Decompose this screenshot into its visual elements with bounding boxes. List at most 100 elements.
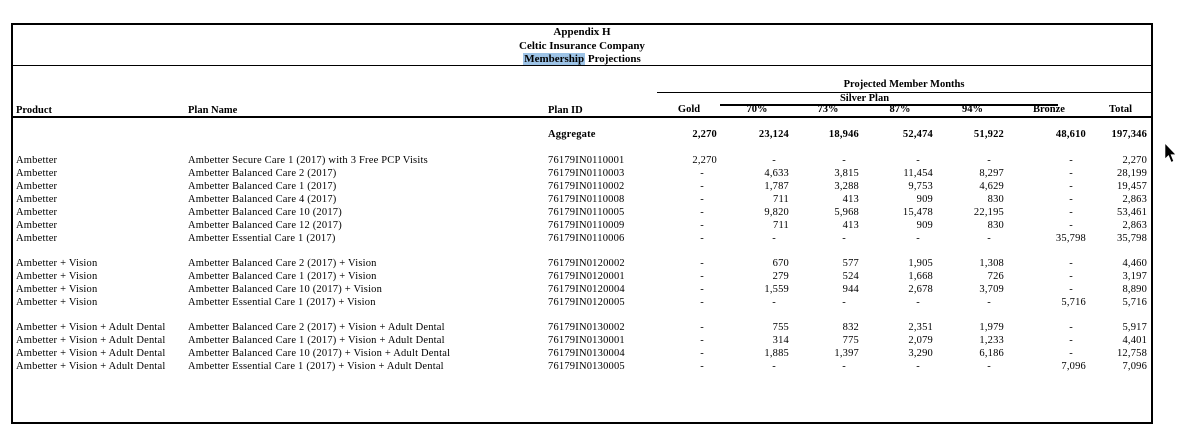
product-cell: Ambetter + Vision	[16, 271, 98, 282]
silver-70-cell: 314	[772, 335, 789, 346]
silver-70-cell: 4,633	[764, 168, 789, 179]
silver-94-cell: 4,629	[979, 181, 1004, 192]
silver-73-cell: -	[842, 297, 846, 308]
silver-73-cell: 413	[842, 220, 859, 231]
plan-rows-section: Ambetter Ambetter Secure Care 1 (2017) wi…	[13, 154, 1151, 373]
col-header-silver-70: 70%	[721, 104, 793, 118]
silver-73-cell: -	[842, 361, 846, 372]
silver-73-cell: 3,288	[834, 181, 859, 192]
gold-cell: -	[700, 181, 704, 192]
membership-projections-sheet: Appendix H Celtic Insurance Company Memb…	[11, 23, 1153, 424]
silver-87-cell: 909	[916, 220, 933, 231]
silver-70-cell: 1,559	[764, 284, 789, 295]
silver-87-cell: -	[916, 361, 920, 372]
plan-id-cell: 76179IN0130005	[548, 361, 625, 372]
aggregate-silver-94: 51,922	[973, 129, 1004, 140]
total-cell: 5,917	[1122, 322, 1148, 333]
col-header-total: Total	[1090, 104, 1152, 118]
col-header-silver-94: 94%	[937, 104, 1008, 118]
table-row: Ambetter + Vision + Adult Dental Ambetter…	[13, 321, 1151, 334]
aggregate-empty	[13, 128, 185, 142]
bronze-cell: -	[1069, 168, 1073, 179]
plan-name-cell: Ambetter Essential Care 1 (2017) + Visio…	[188, 361, 444, 372]
silver-73-cell: 1,397	[834, 348, 859, 359]
total-cell: 12,758	[1116, 348, 1148, 359]
bronze-cell: 7,096	[1061, 361, 1086, 372]
silver-plan-header: Silver Plan	[839, 93, 890, 104]
col-header-bronze: Bronze	[1008, 104, 1090, 118]
aggregate-bronze: 48,610	[1055, 129, 1086, 140]
aggregate-row: Aggregate 2,270 23,124 18,946 52,474 51,…	[13, 128, 1151, 142]
gold-cell: 2,270	[692, 155, 717, 166]
product-cell: Ambetter	[16, 155, 58, 166]
silver-94-cell: 22,195	[973, 207, 1004, 218]
projections-table: Product Plan Name Plan ID Projected Memb…	[13, 66, 1152, 373]
gold-cell: -	[700, 220, 704, 231]
silver-plan-underline	[720, 104, 1058, 106]
silver-94-cell: -	[987, 233, 991, 244]
table-row: Ambetter + Vision Ambetter Essential Care…	[13, 296, 1151, 309]
table-row: Ambetter + Vision Ambetter Balanced Care …	[13, 257, 1151, 270]
table-row: Ambetter Ambetter Balanced Care 4 (2017) 7…	[13, 193, 1151, 206]
silver-70-cell: 670	[772, 258, 789, 269]
spacer-row	[13, 117, 1151, 128]
silver-73-cell: 524	[842, 271, 859, 282]
plan-name-cell: Ambetter Balanced Care 10 (2017)	[188, 207, 342, 218]
silver-70-cell: 1,885	[764, 348, 789, 359]
product-cell: Ambetter + Vision + Adult Dental	[16, 335, 166, 346]
plan-id-cell: 76179IN0110005	[548, 207, 625, 218]
plan-id-cell: 76179IN0110009	[548, 220, 625, 231]
table-row: Ambetter Ambetter Secure Care 1 (2017) wi…	[13, 154, 1151, 167]
gold-cell: -	[700, 361, 704, 372]
title-block: Appendix H Celtic Insurance Company Memb…	[13, 25, 1151, 66]
report-subtitle-rest: Projections	[585, 53, 641, 65]
silver-70-cell: -	[772, 155, 776, 166]
silver-87-cell: 1,905	[908, 258, 933, 269]
total-cell: 19,457	[1116, 181, 1148, 192]
silver-94-cell: 1,979	[979, 322, 1004, 333]
plan-id-cell: 76179IN0130001	[548, 335, 625, 346]
group-gap-row	[13, 309, 1151, 321]
bronze-cell: -	[1069, 155, 1073, 166]
silver-73-cell: -	[842, 155, 846, 166]
silver-87-cell: -	[916, 297, 920, 308]
silver-73-cell: 3,815	[834, 168, 859, 179]
spacer-row	[13, 142, 1151, 154]
silver-94-cell: -	[987, 361, 991, 372]
plan-id-cell: 76179IN0130004	[548, 348, 625, 359]
plan-name-cell: Ambetter Balanced Care 12 (2017)	[188, 220, 342, 231]
company-title: Celtic Insurance Company	[519, 39, 645, 52]
total-cell: 2,863	[1122, 220, 1148, 231]
silver-73-cell: 944	[842, 284, 859, 295]
aggregate-silver-70: 23,124	[758, 129, 789, 140]
silver-94-cell: 1,308	[979, 258, 1004, 269]
group-gap-row	[13, 245, 1151, 257]
product-cell: Ambetter + Vision	[16, 297, 98, 308]
gold-cell: -	[700, 348, 704, 359]
bronze-cell: -	[1069, 194, 1073, 205]
plan-id-cell: 76179IN0110006	[548, 233, 625, 244]
col-header-gold: Gold	[657, 104, 721, 118]
plan-id-cell: 76179IN0110003	[548, 168, 625, 179]
gold-cell: -	[700, 258, 704, 269]
silver-70-cell: -	[772, 361, 776, 372]
total-cell: 3,197	[1122, 271, 1148, 282]
plan-name-cell: Ambetter Balanced Care 1 (2017)	[188, 181, 337, 192]
silver-94-cell: 6,186	[979, 348, 1004, 359]
silver-70-cell: 9,820	[764, 207, 789, 218]
silver-94-cell: 8,297	[979, 168, 1004, 179]
plan-id-cell: 76179IN0130002	[548, 322, 625, 333]
header-row-columns: Gold 70% 73% 87% 94% Bronze Total	[13, 104, 1152, 118]
silver-87-cell: 15,478	[902, 207, 933, 218]
product-cell: Ambetter + Vision + Adult Dental	[16, 348, 166, 359]
plan-name-cell: Ambetter Essential Care 1 (2017)	[188, 233, 336, 244]
silver-70-cell: 711	[773, 220, 789, 231]
silver-87-cell: 2,678	[908, 284, 933, 295]
plan-name-cell: Ambetter Balanced Care 1 (2017) + Vision…	[188, 335, 445, 346]
bronze-cell: -	[1069, 258, 1073, 269]
gold-cell: -	[700, 207, 704, 218]
silver-94-cell: 1,233	[979, 335, 1004, 346]
col-header-plan-id: Plan ID	[545, 66, 657, 118]
plan-name-cell: Ambetter Balanced Care 2 (2017) + Vision	[188, 258, 377, 269]
